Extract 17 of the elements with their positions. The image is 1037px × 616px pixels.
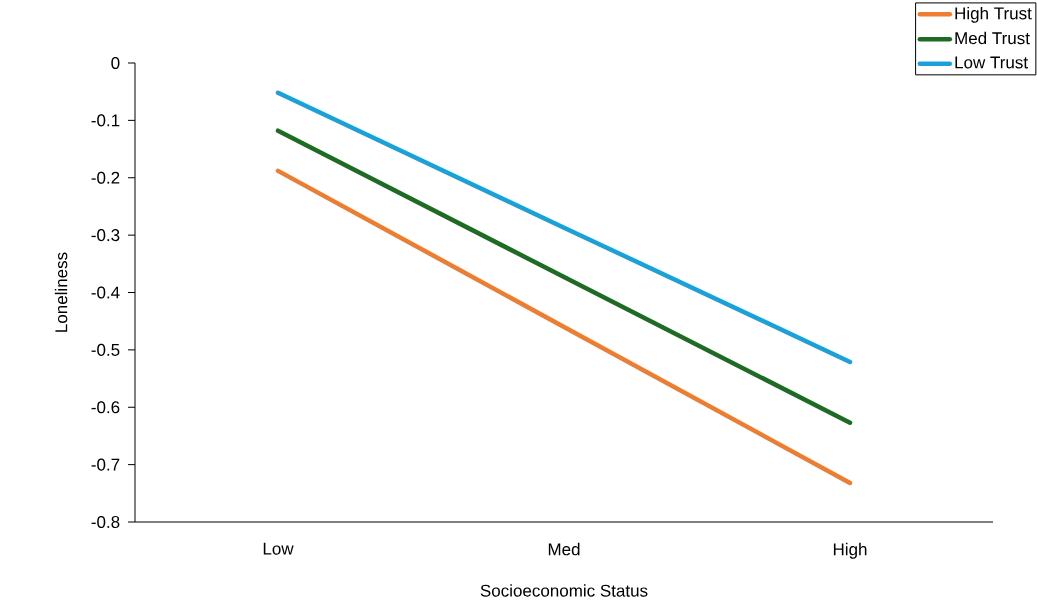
y-tick-label: -0.4 <box>91 286 120 299</box>
y-tick-label: -0.6 <box>91 401 120 414</box>
x-tick-label: Low <box>263 542 294 555</box>
y-tick-label: -0.7 <box>91 458 120 471</box>
legend-label: High Trust <box>955 6 1032 23</box>
y-tick-label: -0.5 <box>91 343 120 356</box>
legend-label: Med Trust <box>955 31 1030 45</box>
legend-label: Low Trust <box>955 56 1028 69</box>
y-tick-label: -0.8 <box>91 515 120 529</box>
y-tick-label: 0 <box>111 56 120 70</box>
y-tick-label: -0.3 <box>91 229 120 242</box>
x-tick-label: Med <box>548 542 580 556</box>
y-axis-title: Loneliness <box>54 252 68 332</box>
y-tick-label: -0.2 <box>91 171 120 184</box>
x-axis-title: Socioeconomic Status <box>480 584 648 597</box>
y-tick-label: -0.1 <box>91 114 120 127</box>
x-tick-label: High <box>833 542 867 559</box>
